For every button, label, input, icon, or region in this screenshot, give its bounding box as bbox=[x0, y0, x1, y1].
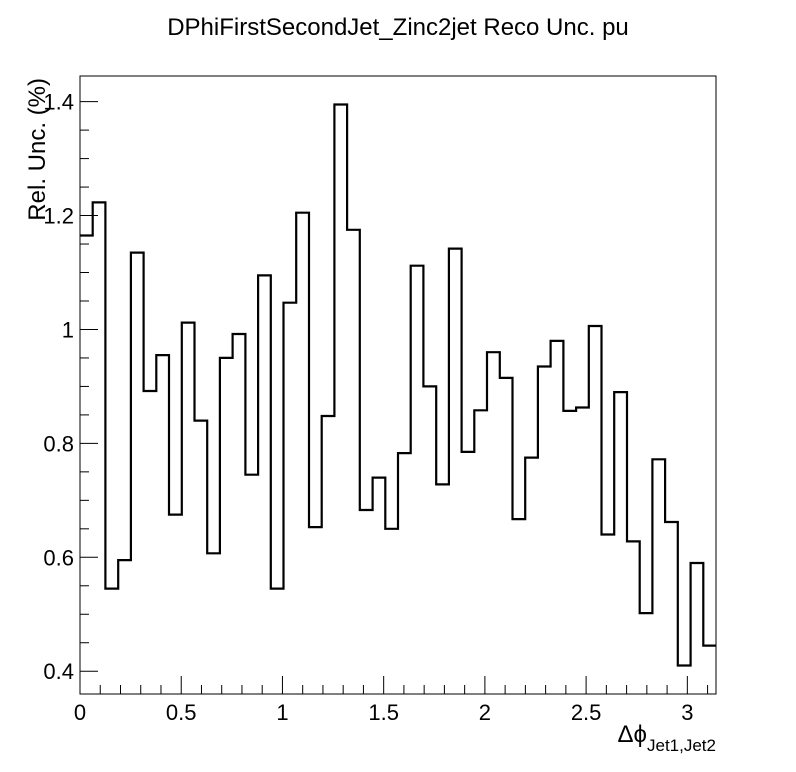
y-tick-label: 0.6 bbox=[43, 545, 74, 570]
ticks bbox=[79, 101, 709, 694]
x-tick-label: 2 bbox=[479, 700, 491, 725]
y-tick-label: 1.2 bbox=[43, 204, 74, 229]
x-tick-label: 1 bbox=[276, 700, 288, 725]
y-axis-label: Rel. Unc. (%) bbox=[24, 78, 51, 221]
axes bbox=[79, 75, 717, 695]
x-tick-label: 3 bbox=[681, 700, 693, 725]
plot-frame bbox=[79, 75, 717, 695]
x-tick-label: 1.5 bbox=[368, 700, 399, 725]
x-tick-label: 0.5 bbox=[166, 700, 197, 725]
x-tick-label: 2.5 bbox=[571, 700, 602, 725]
x-axis-label: ΔϕJet1,Jet2 bbox=[618, 721, 716, 755]
chart-title: DPhiFirstSecondJet_Zinc2jet Reco Unc. pu bbox=[167, 14, 629, 41]
y-tick-label: 1 bbox=[62, 317, 74, 342]
x-tick-label: 0 bbox=[74, 700, 86, 725]
histogram-step-line bbox=[80, 103, 716, 667]
y-tick-label: 0.4 bbox=[43, 659, 74, 684]
y-tick-label: 0.8 bbox=[43, 431, 74, 456]
y-tick-label: 1.4 bbox=[43, 90, 74, 115]
